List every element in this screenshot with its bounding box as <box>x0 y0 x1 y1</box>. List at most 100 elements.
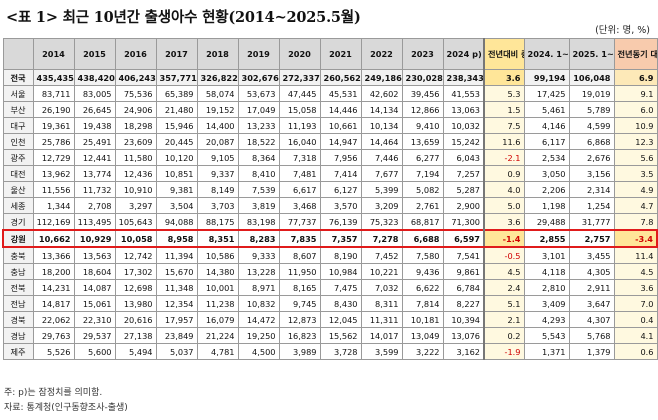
value-cell: 3,647 <box>568 295 615 312</box>
value-cell: 4,146 <box>523 117 570 134</box>
value-cell: 5,543 <box>523 327 570 344</box>
value-cell: 15,061 <box>73 295 116 312</box>
region-cell: 세종 <box>2 197 34 214</box>
value-cell: 6,688 <box>401 229 444 248</box>
value-cell: 29,763 <box>32 327 75 344</box>
value-cell: 11,311 <box>360 311 403 328</box>
value-cell: 14,134 <box>360 101 403 118</box>
region-cell: 강원 <box>2 229 34 248</box>
value-cell: 14,817 <box>32 295 75 312</box>
value-cell: 8,971 <box>237 279 280 296</box>
value-cell: 302,676 <box>237 69 280 86</box>
value-cell: 29,537 <box>73 327 116 344</box>
value-cell: 3,468 <box>278 197 321 214</box>
value-cell: 13,233 <box>237 117 280 134</box>
region-cell: 울산 <box>2 181 34 198</box>
header-same-period-change: 전년동기 대비증감 <box>613 38 658 70</box>
value-cell: 21,224 <box>196 327 239 344</box>
value-cell: 9,333 <box>237 246 280 264</box>
header-yoy-change: 전년대비 증감 <box>483 38 525 70</box>
value-cell: 7,677 <box>360 165 403 182</box>
value-cell: 7,414 <box>319 165 362 182</box>
table-row: 전국 435,435 438,420 406,243 357,771 326,822 302… <box>2 69 658 86</box>
value-cell: 6.9 <box>613 69 658 86</box>
value-cell: 10,181 <box>401 311 444 328</box>
table-row: 충남 18,200 18,604 17,302 15,670 14,380 13,228 11… <box>2 263 658 280</box>
value-cell: 14,017 <box>360 327 403 344</box>
value-cell: 12,045 <box>319 311 362 328</box>
value-cell: 2,534 <box>523 149 570 166</box>
value-cell: 8,410 <box>237 165 280 182</box>
value-cell: 6,784 <box>442 279 485 296</box>
value-cell: 14,231 <box>32 279 75 296</box>
value-cell: -1.9 <box>483 343 525 360</box>
value-cell: 11,580 <box>114 149 157 166</box>
header-year: 2014 <box>32 38 75 70</box>
value-cell: 4,307 <box>568 311 615 328</box>
value-cell: 8,958 <box>155 229 198 248</box>
value-cell: 15,562 <box>319 327 362 344</box>
table-body: 전국 435,435 438,420 406,243 357,771 326,822 302… <box>2 69 658 360</box>
value-cell: 7,194 <box>401 165 444 182</box>
value-cell: 2,314 <box>568 181 615 198</box>
table-row: 인천 25,786 25,491 23,609 20,445 20,087 18,522 16… <box>2 133 658 150</box>
value-cell: 7,318 <box>278 149 321 166</box>
value-cell: 2,708 <box>73 197 116 214</box>
table-row: 충북 13,366 13,563 12,742 11,394 10,586 9,333 8,6… <box>2 246 658 264</box>
value-cell: 58,074 <box>196 85 239 102</box>
value-cell: 8,351 <box>196 229 239 248</box>
value-cell: 71,300 <box>442 213 485 231</box>
value-cell: 7,278 <box>360 229 403 248</box>
value-cell: 105,643 <box>114 213 157 231</box>
value-cell: -3.4 <box>613 229 658 248</box>
value-cell: 7,956 <box>319 149 362 166</box>
value-cell: 2,206 <box>523 181 570 198</box>
value-cell: 5,768 <box>568 327 615 344</box>
value-cell: 10,851 <box>155 165 198 182</box>
table-row: 광주 12,729 12,441 11,580 10,120 9,105 8,364 7,31… <box>2 149 658 166</box>
value-cell: 65,389 <box>155 85 198 102</box>
value-cell: 4,599 <box>568 117 615 134</box>
value-cell: 238,343 <box>442 69 485 86</box>
value-cell: 77,737 <box>278 213 321 231</box>
value-cell: 0.6 <box>613 343 658 360</box>
value-cell: -2.1 <box>483 149 525 166</box>
header-year: 2015 <box>73 38 116 70</box>
header-year: 2016 <box>114 38 157 70</box>
table-row: 서울 83,711 83,005 75,536 65,389 58,074 53,673 47… <box>2 85 658 102</box>
value-cell: 2.4 <box>483 279 525 296</box>
value-cell: 18,200 <box>32 263 75 280</box>
value-cell: 68,817 <box>401 213 444 231</box>
region-cell: 광주 <box>2 149 34 166</box>
value-cell: 5.3 <box>483 85 525 102</box>
value-cell: 7,452 <box>360 246 403 264</box>
region-cell: 경북 <box>2 311 34 328</box>
value-cell: 9,861 <box>442 263 485 280</box>
value-cell: 15,946 <box>155 117 198 134</box>
value-cell: 1,198 <box>523 197 570 214</box>
value-cell: 230,028 <box>401 69 444 86</box>
value-cell: 3,101 <box>523 246 570 264</box>
value-cell: 7,257 <box>442 165 485 182</box>
value-cell: 7,357 <box>319 229 362 248</box>
value-cell: 3,819 <box>237 197 280 214</box>
value-cell: 19,250 <box>237 327 280 344</box>
value-cell: 4.1 <box>613 327 658 344</box>
value-cell: 13,228 <box>237 263 280 280</box>
value-cell: 9,410 <box>401 117 444 134</box>
value-cell: 113,495 <box>73 213 116 231</box>
value-cell: 8,165 <box>278 279 321 296</box>
value-cell: 8,149 <box>196 181 239 198</box>
value-cell: 2,900 <box>442 197 485 214</box>
header-year-2024: 2024 p) <box>442 38 485 70</box>
value-cell: 9,745 <box>278 295 321 312</box>
value-cell: 83,005 <box>73 85 116 102</box>
value-cell: 13,980 <box>114 295 157 312</box>
value-cell: 1,344 <box>32 197 75 214</box>
value-cell: 7,475 <box>319 279 362 296</box>
value-cell: 12.3 <box>613 133 658 150</box>
value-cell: 76,139 <box>319 213 362 231</box>
value-cell: 6,277 <box>401 149 444 166</box>
value-cell: 1.5 <box>483 101 525 118</box>
region-cell: 충남 <box>2 263 34 280</box>
